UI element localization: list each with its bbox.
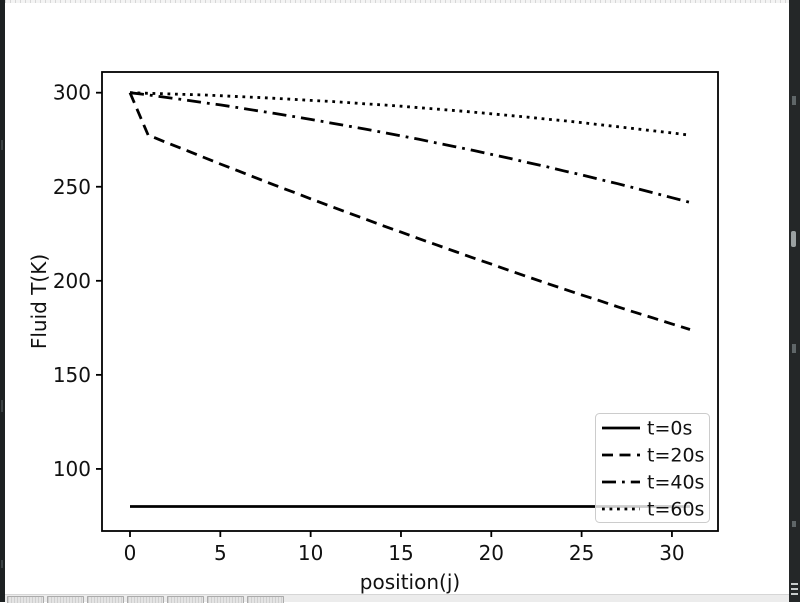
x-tick-label: 10 [298,541,323,565]
series-line-t-60s [129,91,691,137]
y-tick-label: 250 [53,175,91,199]
x-tick-label: 0 [124,541,137,565]
x-tick-label: 20 [479,541,504,565]
right-edge-mark [792,344,796,353]
taskbar-button[interactable] [47,596,84,603]
series-line-t-40s [129,91,691,204]
y-tick-label: 200 [53,269,91,293]
taskbar-button[interactable] [127,596,164,603]
x-tick-label: 30 [659,541,684,565]
right-edge-mark [791,593,798,595]
scrollbar-thumb[interactable] [791,231,796,247]
y-axis-label: Fluid T(K) [27,254,51,349]
legend-label: t=60s [647,499,704,521]
taskbar-button[interactable] [167,596,204,603]
taskbar-button[interactable] [7,596,44,603]
right-edge-mark [792,521,796,527]
right-edge-mark [791,588,798,590]
taskbar-strip [5,594,789,603]
desktop-left-edge [0,0,5,602]
x-tick-label: 25 [569,541,594,565]
x-axis-label: position(j) [360,570,460,594]
legend-label: t=20s [647,445,704,467]
taskbar-button[interactable] [87,596,124,603]
desktop-right-edge [789,0,800,602]
left-edge-mark [1,560,3,568]
taskbar-button[interactable] [207,596,244,603]
y-tick-label: 150 [53,363,91,387]
legend-label: t=40s [647,472,704,494]
legend-label: t=0s [647,418,692,440]
left-edge-mark [1,400,3,412]
x-tick-label: 5 [214,541,227,565]
series-line-t-20s [128,92,691,331]
left-edge-mark [1,140,3,150]
legend-box [595,413,710,523]
y-tick-label: 100 [53,457,91,481]
axes-spines [101,71,719,532]
right-edge-mark [791,583,798,585]
y-tick-label: 300 [53,81,91,105]
x-tick-label: 15 [388,541,413,565]
taskbar-button[interactable] [247,596,284,603]
right-edge-mark [792,96,796,105]
